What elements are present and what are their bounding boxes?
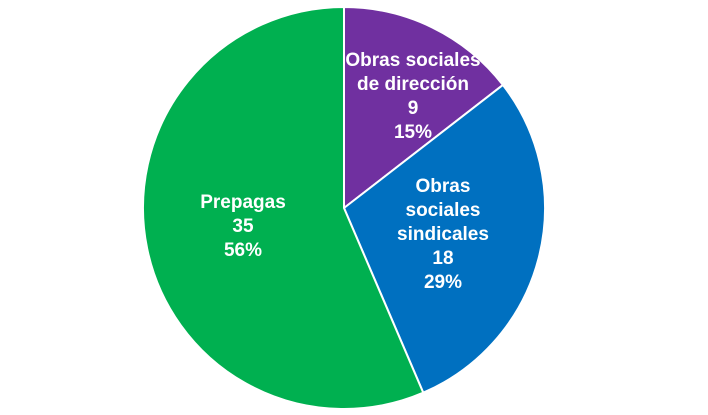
pie-slice-label-1: Obras sociales sindicales 18 29% xyxy=(397,176,489,293)
pie-slice-label-0: Obras sociales de dirección 9 15% xyxy=(345,50,480,143)
pie-slice-0 xyxy=(343,6,504,209)
pie-slice-label-2: Prepagas 35 56% xyxy=(200,192,286,261)
pie-labels: Obras sociales de dirección 9 15% Obras socia… xyxy=(200,50,489,293)
pie-slice-1 xyxy=(343,83,546,394)
pie-slices xyxy=(142,6,546,410)
pie-slice-2 xyxy=(142,6,425,410)
